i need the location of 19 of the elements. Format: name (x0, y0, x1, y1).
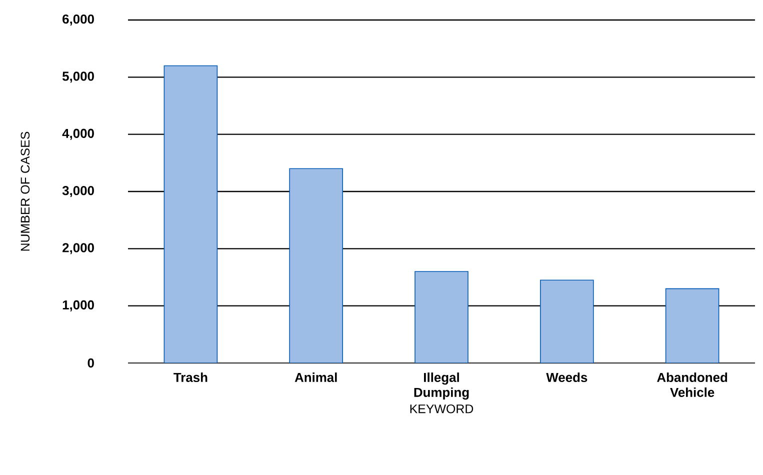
bar (414, 271, 468, 363)
x-tick-label: Animal (294, 372, 337, 382)
bar (665, 288, 720, 363)
y-tick-label: 1,000 (62, 300, 94, 312)
bar (289, 168, 343, 363)
x-tick-label: Illegal Dumping (414, 372, 469, 400)
bar (540, 280, 594, 363)
y-tick-label: 0 (88, 358, 94, 368)
bar (164, 65, 218, 363)
x-tick-label: Weeds (546, 372, 588, 382)
x-tick-label: Abandoned Vehicle (657, 372, 728, 397)
x-tick-label: Trash (174, 372, 208, 382)
y-tick-label: 5,000 (62, 72, 94, 83)
y-axis-title: NUMBER OF CASES (20, 132, 30, 251)
y-tick-label: 2,000 (62, 243, 94, 254)
y-tick-label: 4,000 (62, 128, 94, 140)
y-tick-label: 6,000 (62, 14, 94, 26)
y-tick-label: 3,000 (62, 186, 94, 198)
x-axis-title: KEYWORD (410, 404, 474, 414)
